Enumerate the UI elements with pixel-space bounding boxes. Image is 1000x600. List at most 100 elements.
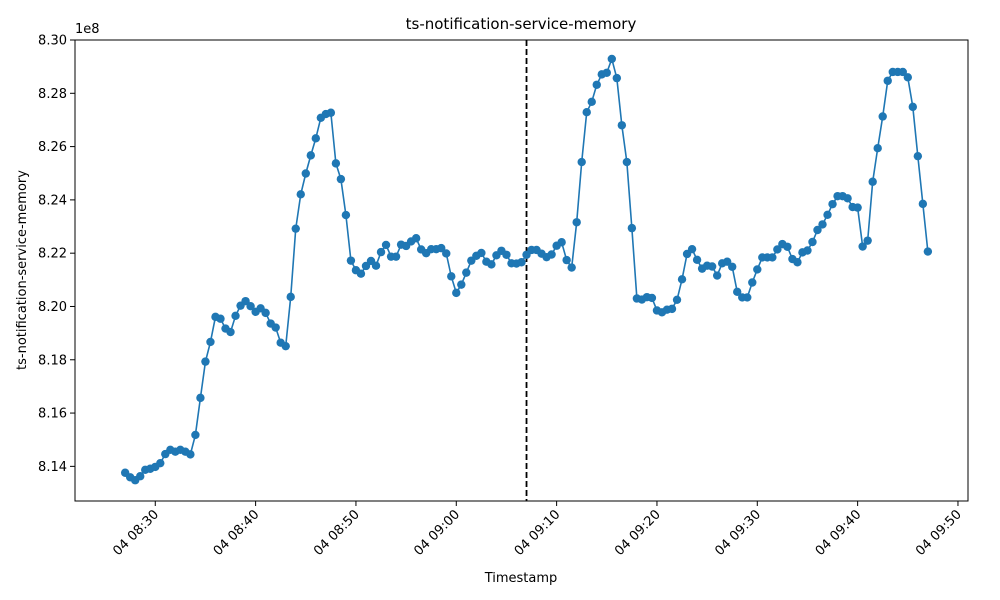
y-tick-label: 8.24 <box>38 193 67 208</box>
y-tick-label: 8.18 <box>38 353 67 368</box>
plot-frame <box>74 39 969 502</box>
data-point <box>672 295 682 305</box>
data-point <box>783 242 792 251</box>
data-point <box>677 275 687 284</box>
data-point <box>728 262 737 271</box>
data-point <box>592 80 601 89</box>
data-point <box>733 287 742 297</box>
y-tick-label: 8.30 <box>38 34 67 49</box>
x-tick-label: 04 08:40 <box>211 507 263 559</box>
data-point <box>462 268 471 277</box>
data-point <box>567 263 576 272</box>
data-point <box>286 292 295 302</box>
data-point <box>602 68 611 77</box>
data-point <box>136 472 145 481</box>
y-tick-label: 8.22 <box>38 247 67 262</box>
data-point <box>622 157 632 167</box>
data-point <box>712 271 722 280</box>
data-point <box>707 262 717 271</box>
data-point <box>803 246 812 255</box>
data-point <box>296 190 305 199</box>
data-point <box>813 225 822 235</box>
data-point <box>411 234 421 243</box>
data-point <box>743 293 752 302</box>
data-point <box>487 260 496 269</box>
data-point <box>281 341 290 351</box>
data-point <box>753 265 762 274</box>
data-point <box>186 450 195 459</box>
data-point <box>246 302 255 311</box>
data-point <box>908 102 918 112</box>
data-point <box>356 269 366 278</box>
data-point <box>271 323 280 332</box>
data-point <box>883 76 892 85</box>
data-point <box>201 357 210 366</box>
data-point <box>923 247 933 256</box>
data-point <box>301 169 310 178</box>
x-tick-label: 04 08:50 <box>311 507 363 559</box>
data-point <box>346 256 356 265</box>
data-point <box>692 255 702 265</box>
data-point <box>808 237 817 247</box>
data-point <box>477 248 486 258</box>
data-point <box>582 108 591 117</box>
data-point <box>291 224 300 233</box>
data-point <box>457 280 466 289</box>
x-tick-label: 04 09:20 <box>612 507 664 559</box>
data-point <box>878 112 887 121</box>
data-point <box>687 244 697 254</box>
y-tick-label: 8.28 <box>38 87 67 102</box>
x-tick-label: 04 09:40 <box>813 507 865 559</box>
data-point <box>612 73 622 83</box>
data-point <box>336 174 346 184</box>
data-point <box>381 240 391 250</box>
data-point <box>773 245 782 254</box>
data-point <box>306 151 315 160</box>
data-point <box>647 293 657 303</box>
data-point <box>442 249 451 258</box>
data-point <box>818 220 827 229</box>
data-point <box>562 255 571 265</box>
data-point <box>748 278 757 287</box>
data-point <box>341 210 351 220</box>
data-point <box>607 54 616 64</box>
data-point <box>447 272 456 281</box>
x-tick-label: 04 08:30 <box>110 507 162 559</box>
data-point <box>191 430 200 440</box>
data-point <box>196 393 205 403</box>
y-offset-label: 1e8 <box>75 22 100 37</box>
data-point <box>391 252 401 261</box>
data-point <box>898 67 907 77</box>
data-point <box>326 108 336 117</box>
data-point <box>863 236 872 245</box>
data-point <box>437 243 446 253</box>
data-point <box>371 261 381 270</box>
data-point <box>452 288 461 298</box>
data-point <box>331 159 341 168</box>
data-point <box>261 308 270 318</box>
data-point <box>376 247 386 257</box>
x-axis-label: Timestamp <box>484 571 558 586</box>
data-point <box>226 327 235 337</box>
y-tick-label: 8.26 <box>38 140 67 155</box>
data-point <box>823 210 832 220</box>
data-point <box>206 337 215 347</box>
y-tick-label: 8.20 <box>38 300 67 315</box>
y-axis-label: ts-notification-service-memory <box>15 170 30 370</box>
data-point <box>843 194 852 203</box>
data-point <box>868 177 877 186</box>
y-tick-label: 8.14 <box>38 460 67 475</box>
data-point <box>793 258 802 267</box>
data-point <box>216 314 225 323</box>
data-point <box>577 157 586 167</box>
data-point <box>858 242 867 251</box>
data-point <box>557 238 566 247</box>
data-point <box>627 223 637 233</box>
data-point <box>828 199 837 209</box>
data-point <box>873 143 882 153</box>
data-point <box>311 134 321 143</box>
chart-title: ts-notification-service-memory <box>406 15 637 33</box>
data-point <box>572 218 581 227</box>
data-point <box>587 97 596 107</box>
